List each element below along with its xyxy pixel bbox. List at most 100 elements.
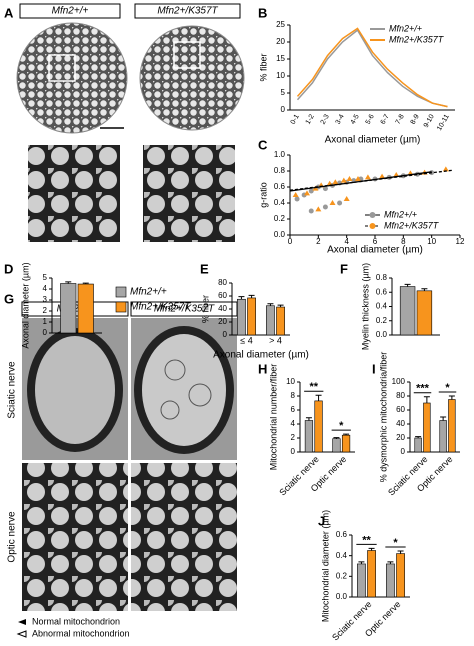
x-tick-label: 9-10	[423, 113, 436, 129]
point	[337, 200, 343, 206]
y-tick-label: 25	[276, 20, 285, 29]
y-tick-label: 15	[276, 54, 285, 63]
legend-text: Mfn2+/K357T	[384, 220, 440, 230]
bar	[77, 283, 94, 334]
legend-text: Mfn2+/+	[130, 287, 167, 298]
bar	[332, 438, 341, 453]
y-axis-label: g-ratio	[258, 182, 268, 208]
y-axis-label: Mitochondrial diameter (µm)	[320, 510, 330, 622]
y-tick-label: 0.4	[376, 302, 388, 311]
y-tick-label: 0.4	[274, 198, 286, 207]
y-tick-label: 40	[218, 304, 227, 313]
bar	[341, 434, 351, 453]
bar	[386, 563, 395, 598]
error-bar	[387, 561, 394, 564]
panel-letter: I	[372, 361, 376, 376]
legend-text: Mfn2+/K357T	[130, 302, 191, 313]
y-axis-label: Myelin thickness (µm)	[360, 263, 370, 350]
panel-letter: J	[318, 513, 325, 528]
panel-a-images	[16, 22, 245, 242]
y-tick-label: 20	[396, 433, 405, 442]
y-tick-label: 20	[276, 37, 285, 46]
legend-text: Mfn2+/+	[389, 23, 422, 33]
error-bar	[358, 561, 365, 564]
error-bar	[238, 296, 245, 300]
y-tick-label: 5	[43, 273, 48, 282]
arrowhead-icon	[16, 630, 27, 638]
bar	[396, 553, 405, 598]
micrograph	[28, 145, 120, 242]
error-bar	[397, 550, 404, 554]
significance: **	[309, 381, 318, 393]
fit-line	[289, 169, 453, 191]
bar	[237, 298, 246, 336]
bar	[276, 306, 285, 336]
nerve-section	[139, 25, 245, 131]
y-tick-label: 40	[396, 419, 405, 428]
significance: *	[445, 382, 450, 394]
x-tick-label: 2-3	[320, 113, 331, 125]
error-bar	[248, 294, 255, 298]
bar	[247, 297, 256, 336]
y-tick-label: 8	[291, 391, 296, 400]
y-tick-label: 0	[281, 105, 286, 114]
micrograph	[143, 145, 235, 242]
y-tick-label: 10	[276, 71, 285, 80]
x-tick-label: 0-1	[290, 113, 301, 125]
significance: **	[362, 534, 371, 546]
x-tick-label: ≤ 4	[240, 335, 252, 345]
y-tick-label: 0.0	[274, 230, 286, 239]
point	[329, 200, 336, 205]
significance: *	[393, 537, 398, 549]
y-tick-label: 60	[396, 405, 405, 414]
y-tick-label: 0.2	[376, 316, 388, 325]
point	[346, 176, 353, 181]
inset-box	[48, 54, 76, 82]
x-tick-label: 6-7	[380, 113, 391, 125]
y-tick-label: 2	[291, 433, 296, 442]
row-label: Sciatic nerve	[7, 361, 18, 419]
header-box	[134, 3, 241, 19]
arrowhead-icon	[18, 619, 26, 625]
panel-letter: C	[258, 137, 268, 152]
legend-marker	[369, 212, 376, 218]
x-tick-label: 10	[427, 237, 436, 246]
x-tick-label: 10-11	[436, 113, 451, 132]
error-bar	[267, 303, 274, 306]
legend-swatch	[115, 286, 127, 298]
y-tick-label: 6	[291, 405, 296, 414]
panel-letter: H	[258, 361, 267, 376]
y-tick-label: 0.0	[376, 330, 388, 339]
y-axis-label: Axonal diameter (µm)	[20, 262, 30, 348]
panel-letter: B	[258, 5, 267, 20]
significance: *	[339, 420, 344, 432]
y-tick-label: 60	[218, 291, 227, 300]
y-tick-label: 0.2	[274, 214, 286, 223]
point	[304, 190, 310, 196]
y-tick-label: 5	[281, 88, 286, 97]
micrograph	[131, 463, 237, 611]
bar	[399, 286, 416, 336]
legend-marker	[369, 223, 376, 229]
error-bar	[440, 416, 447, 421]
micrograph	[22, 463, 128, 611]
point	[315, 206, 322, 212]
point	[379, 173, 386, 179]
legend-text: Mfn2+/K357T	[389, 34, 445, 44]
y-tick-label: 0.8	[376, 273, 388, 282]
bar	[367, 550, 376, 598]
legend-text: Normal mitochondrion	[32, 616, 120, 626]
x-tick-label: 5-6	[365, 113, 376, 125]
point	[308, 188, 314, 194]
x-tick-label: 8	[401, 237, 406, 246]
y-tick-label: 0.6	[336, 530, 348, 539]
point	[364, 174, 371, 180]
error-bar	[423, 396, 430, 403]
line	[296, 27, 448, 108]
error-bar	[305, 417, 312, 421]
y-tick-label: 0.4	[336, 551, 348, 560]
x-tick-label: 3-4	[335, 113, 346, 125]
bar	[304, 420, 314, 453]
point	[292, 192, 299, 197]
